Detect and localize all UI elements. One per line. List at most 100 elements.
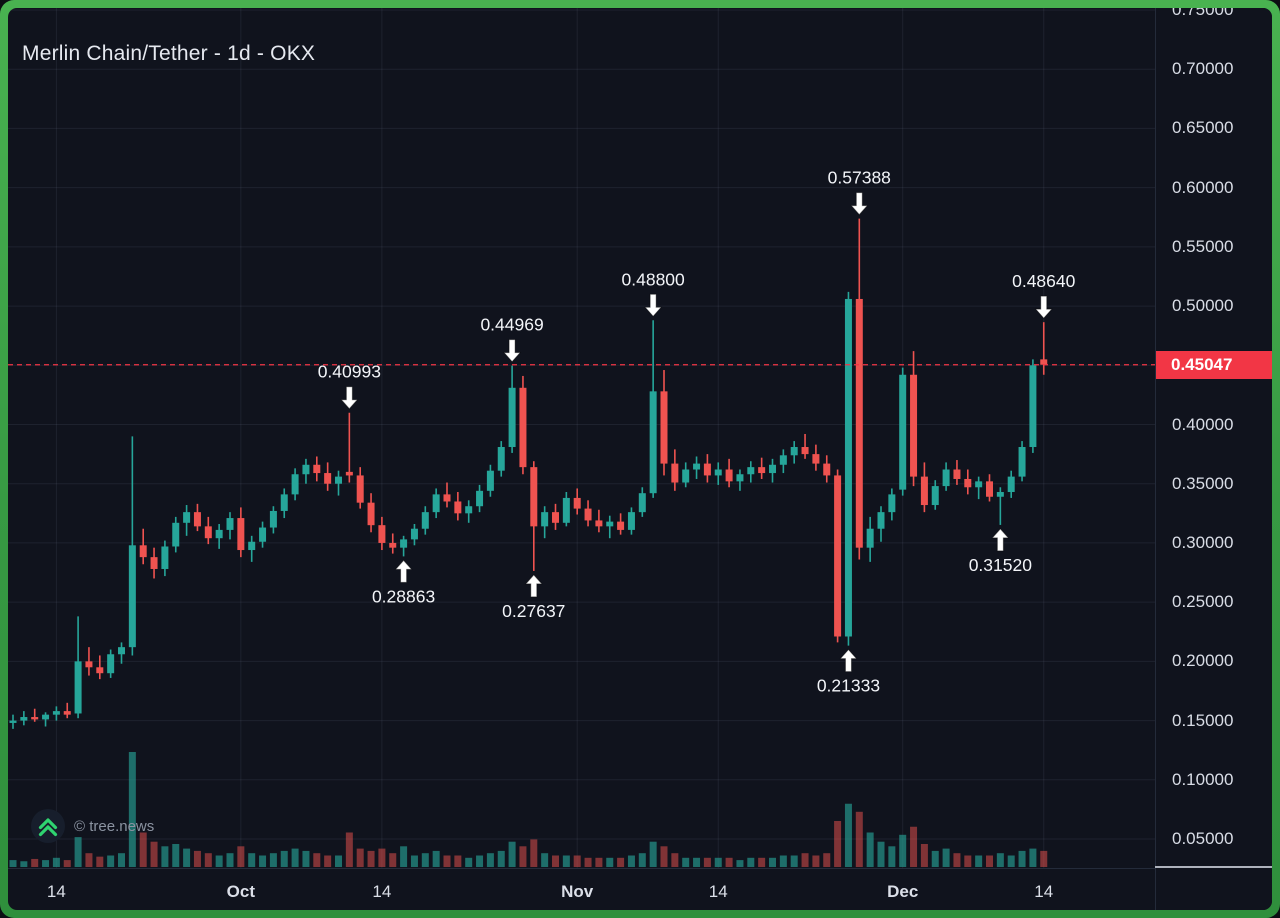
- candle-body: [20, 717, 28, 721]
- tree-news-logo-icon: [31, 809, 65, 843]
- time-axis[interactable]: 14 Oct 14 Nov 14 Dec 14: [8, 868, 1272, 910]
- candle-body: [703, 463, 711, 476]
- chart-title: Merlin Chain/Tether - 1d - OKX: [22, 42, 316, 65]
- candle-body: [313, 464, 321, 474]
- volume-bar: [345, 832, 353, 867]
- candle-body: [291, 474, 299, 495]
- candle-body: [454, 501, 462, 514]
- volume-bar: [573, 855, 581, 867]
- volume-bar: [183, 848, 191, 867]
- chart-panel: 0.40993 0.28863 0.44969 0.27637 0.48800 0.213…: [8, 8, 1272, 910]
- volume-bar: [389, 853, 397, 867]
- volume-bar: [769, 857, 776, 867]
- candle-body: [465, 506, 473, 514]
- time-tick-label[interactable]: Oct: [226, 882, 256, 901]
- volume-bar: [367, 850, 375, 867]
- volume-bar: [541, 853, 549, 867]
- volume-bar: [595, 857, 603, 867]
- candle-body: [758, 467, 766, 474]
- candle-body: [1029, 365, 1037, 448]
- candle-body: [259, 527, 267, 542]
- volume-bar: [888, 846, 896, 867]
- annotation-arrow-below: [524, 574, 543, 598]
- candle-body: [801, 447, 809, 455]
- volume-bar: [910, 826, 918, 867]
- candle-body: [627, 512, 635, 530]
- volume-bar: [953, 853, 961, 867]
- candle-body: [476, 490, 484, 507]
- annotation-arrow-above: [340, 386, 359, 410]
- candle-body: [660, 391, 668, 464]
- volume-bar: [356, 848, 364, 867]
- time-tick-label[interactable]: 14: [46, 882, 66, 901]
- price-tick-label: 0.05000: [1172, 829, 1234, 848]
- volume-bar: [584, 857, 592, 867]
- volume-bar: [1029, 848, 1037, 867]
- time-tick-label[interactable]: Nov: [561, 882, 594, 901]
- time-tick-label[interactable]: 14: [1034, 882, 1054, 901]
- candle-body: [183, 512, 191, 523]
- volume-bar: [378, 848, 386, 867]
- candle-body: [595, 520, 603, 527]
- volume-bar: [63, 860, 71, 867]
- watermark[interactable]: © tree.news: [30, 808, 154, 844]
- volume-bar: [920, 844, 928, 867]
- candle-body: [953, 469, 961, 479]
- time-tick-label[interactable]: Dec: [887, 882, 919, 901]
- annotation-arrow-above: [850, 192, 869, 216]
- price-tick-label: 0.25000: [1172, 592, 1234, 612]
- candle-body: [682, 469, 690, 483]
- price-tick-label: 0.20000: [1172, 651, 1234, 671]
- annotation-arrow-above: [1034, 295, 1053, 319]
- time-tick-label[interactable]: 14: [708, 882, 728, 901]
- annotation-arrow-below: [839, 648, 858, 673]
- watermark-text: © tree.news: [74, 817, 155, 835]
- volume-bar: [85, 853, 93, 867]
- volume-bar: [606, 857, 614, 867]
- volume-bar: [42, 860, 50, 867]
- volume-bar: [877, 841, 885, 867]
- volume-bar: [996, 853, 1004, 867]
- volume-bar: [975, 855, 983, 867]
- volume-bar: [855, 811, 863, 867]
- candle-body: [541, 512, 549, 527]
- candle-body: [714, 469, 722, 476]
- volume-bar: [280, 850, 288, 867]
- volume-bar: [465, 857, 473, 867]
- volume-bar: [161, 846, 169, 867]
- candle-body: [942, 469, 950, 487]
- volume-bar: [649, 841, 657, 867]
- price-tick-label: 0.40000: [1172, 414, 1234, 434]
- volume-bar: [335, 855, 342, 867]
- price-tick-label: 0.65000: [1172, 118, 1234, 138]
- candle-body: [573, 497, 581, 509]
- volume-bar: [172, 844, 180, 867]
- candle-body: [519, 387, 527, 468]
- volume-bar: [248, 853, 256, 867]
- candle-body: [877, 512, 885, 529]
- candle-body: [85, 661, 93, 668]
- candle-body: [367, 502, 375, 526]
- time-tick-label[interactable]: 14: [372, 882, 392, 901]
- volume-bar: [302, 850, 310, 867]
- candle-body: [866, 528, 874, 548]
- candle-body: [215, 529, 223, 539]
- candlestick-chart[interactable]: 0.40993 0.28863 0.44969 0.27637 0.48800 0.213…: [8, 8, 1272, 910]
- price-tick-label: 0.10000: [1172, 769, 1234, 789]
- volume-bar: [52, 857, 60, 867]
- volume-bar: [454, 855, 462, 867]
- volume-bar: [486, 853, 494, 867]
- volume-bar: [964, 855, 972, 867]
- price-axis[interactable]: 0.75000 0.70000 0.65000 0.60000 0.55000 0.500…: [1155, 8, 1272, 910]
- candle-body: [899, 374, 907, 490]
- candle-body: [118, 647, 125, 655]
- volume-bar: [476, 855, 484, 867]
- candle-body: [910, 374, 918, 477]
- candle-body: [844, 298, 852, 637]
- volume-bar: [9, 860, 17, 867]
- candle-body: [888, 494, 896, 513]
- candle-body: [52, 711, 60, 715]
- candle-body: [443, 494, 451, 502]
- volume-bar: [736, 860, 744, 867]
- candle-body: [671, 463, 679, 483]
